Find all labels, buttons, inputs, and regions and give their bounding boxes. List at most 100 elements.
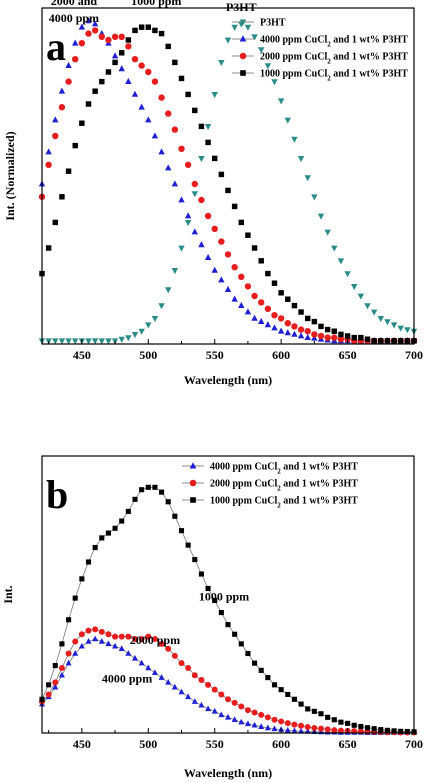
data-point — [204, 212, 212, 220]
data-point — [351, 284, 358, 291]
data-point — [258, 258, 264, 264]
data-point — [311, 334, 318, 341]
data-point — [245, 650, 251, 657]
data-point — [52, 219, 59, 226]
data-point — [271, 716, 278, 723]
data-point — [191, 191, 198, 198]
data-point — [118, 645, 125, 651]
data-point — [398, 728, 404, 734]
data-point — [178, 196, 185, 203]
data-point — [318, 711, 324, 717]
data-point — [258, 47, 265, 54]
x-tick-label: 550 — [206, 348, 224, 362]
data-point — [264, 305, 272, 312]
data-point — [151, 132, 159, 139]
data-point — [152, 484, 158, 490]
data-point — [92, 626, 99, 633]
data-point — [198, 571, 204, 577]
data-point — [298, 722, 305, 729]
legend-marker — [189, 479, 197, 487]
data-point — [171, 652, 178, 659]
data-point — [91, 27, 99, 34]
data-point — [85, 559, 92, 565]
data-point — [264, 63, 272, 70]
data-point — [238, 703, 245, 710]
data-point — [317, 332, 325, 340]
data-point — [225, 187, 231, 194]
data-point — [291, 136, 298, 143]
data-point — [244, 308, 252, 315]
data-point — [271, 312, 278, 319]
data-point — [251, 721, 258, 728]
data-point — [185, 664, 192, 671]
legend-entry-2000: 2000 ppm CuCl2 and 1 wt% P3HT — [260, 52, 408, 66]
data-point — [211, 686, 218, 693]
data-point — [331, 328, 338, 334]
data-point — [171, 683, 178, 690]
data-point — [158, 303, 165, 310]
data-point — [184, 161, 192, 168]
data-point — [125, 77, 132, 84]
data-point — [338, 331, 344, 338]
data-point — [132, 654, 138, 661]
data-point — [152, 27, 158, 34]
data-point — [72, 39, 79, 46]
data-point — [264, 321, 272, 328]
data-point — [358, 723, 364, 730]
data-point — [397, 338, 404, 344]
plot-frame — [41, 7, 415, 345]
data-point — [78, 23, 86, 30]
data-point — [258, 317, 265, 324]
plot-frame — [41, 455, 415, 734]
data-point — [297, 326, 305, 333]
data-point — [59, 641, 65, 647]
data-point — [204, 253, 212, 260]
data-point — [59, 194, 65, 200]
annotation: P3HT — [226, 0, 257, 14]
data-point — [231, 295, 238, 302]
chart-panel-a: 450 500 550 600 650 700 Wavelength (nm) Int. (N… — [3, 0, 423, 387]
data-point — [105, 640, 112, 647]
data-point — [358, 334, 364, 341]
data-point — [105, 36, 112, 44]
data-point — [278, 290, 284, 296]
data-point — [145, 664, 152, 671]
data-point — [324, 229, 331, 236]
data-point — [151, 636, 158, 643]
data-point — [192, 107, 198, 114]
data-point — [291, 330, 298, 337]
series-line-1000 — [41, 486, 415, 733]
data-point — [112, 633, 119, 640]
data-point — [52, 663, 58, 669]
data-point — [238, 273, 245, 280]
data-point — [371, 726, 377, 732]
data-point — [138, 24, 145, 30]
data-point — [138, 659, 145, 666]
x-tick-label: 700 — [405, 348, 423, 362]
data-point — [192, 557, 198, 563]
data-point — [65, 338, 72, 345]
data-point — [125, 633, 132, 640]
data-point — [278, 718, 285, 725]
data-point — [218, 238, 225, 245]
data-point — [65, 659, 72, 666]
data-point — [384, 338, 391, 344]
data-point — [304, 328, 311, 335]
data-point — [198, 701, 205, 708]
data-point — [231, 699, 238, 706]
data-point — [338, 719, 344, 725]
data-point — [304, 175, 311, 182]
data-point — [46, 682, 52, 688]
data-point — [271, 682, 278, 688]
data-point — [99, 78, 105, 85]
data-point — [258, 711, 265, 718]
data-point — [258, 299, 265, 306]
panel-label: a — [46, 24, 66, 69]
data-point — [305, 706, 311, 712]
data-point — [65, 650, 72, 657]
legend: P3HT 4000 ppm CuCl2 and 1 wt% P3HT 2000 pp… — [232, 18, 408, 83]
data-point — [85, 338, 92, 345]
data-point — [105, 69, 112, 75]
data-point — [65, 61, 72, 68]
data-point — [344, 333, 351, 339]
